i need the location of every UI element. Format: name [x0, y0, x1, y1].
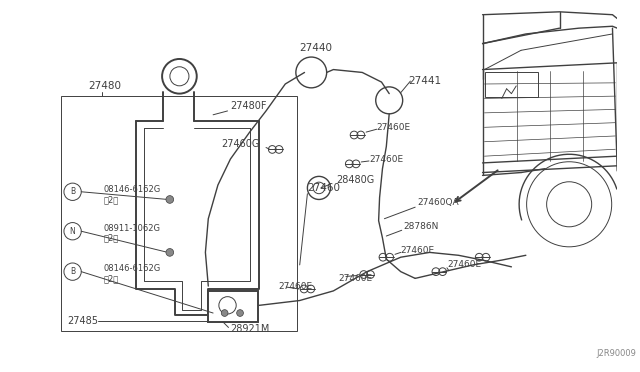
Text: 27460E: 27460E: [338, 274, 372, 283]
Text: 27480: 27480: [88, 81, 121, 91]
Circle shape: [221, 310, 228, 317]
Text: 27460E: 27460E: [447, 260, 481, 269]
Bar: [208, 291, 259, 322]
Text: 27460E: 27460E: [369, 154, 403, 164]
Text: 〈2〉: 〈2〉: [104, 274, 118, 283]
Bar: [485, 73, 538, 96]
Text: 28921M: 28921M: [230, 324, 270, 334]
Text: 27460: 27460: [307, 183, 340, 193]
Text: 27441: 27441: [408, 76, 442, 86]
Text: 27460E: 27460E: [377, 123, 411, 132]
Text: 28786N: 28786N: [404, 222, 439, 231]
Text: 08146-6162G: 08146-6162G: [104, 185, 161, 194]
Text: 27440: 27440: [300, 44, 333, 54]
Text: B: B: [70, 187, 75, 196]
Text: 27460E: 27460E: [401, 246, 435, 255]
Text: 〈2〉: 〈2〉: [104, 234, 118, 243]
Text: 27460G: 27460G: [221, 139, 259, 149]
Text: 27480F: 27480F: [230, 101, 267, 111]
Circle shape: [166, 248, 173, 256]
Text: 27460E: 27460E: [278, 282, 313, 291]
Text: 28480G: 28480G: [336, 175, 374, 185]
Text: J2R90009: J2R90009: [596, 349, 636, 358]
Circle shape: [166, 196, 173, 203]
Text: 08911-1062G: 08911-1062G: [104, 224, 161, 233]
Text: N: N: [70, 227, 76, 236]
Text: 27485: 27485: [67, 316, 98, 326]
Text: 27460QA: 27460QA: [417, 198, 459, 207]
Bar: [61, 96, 297, 331]
Text: B: B: [70, 267, 75, 276]
Circle shape: [237, 310, 243, 317]
Text: 08146-6162G: 08146-6162G: [104, 264, 161, 273]
Text: 〈2〉: 〈2〉: [104, 195, 118, 204]
